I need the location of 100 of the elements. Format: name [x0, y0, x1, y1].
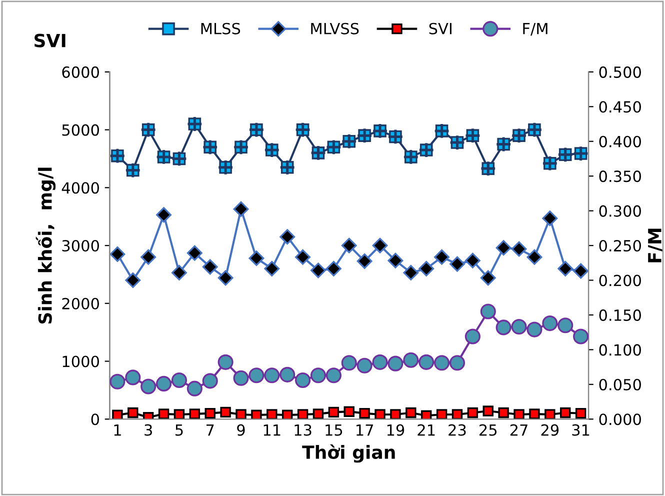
x-tick-label: 31 [572, 424, 590, 436]
point [498, 407, 509, 418]
x-tick-label: 23 [448, 424, 466, 436]
point [464, 328, 480, 344]
point [558, 260, 574, 276]
y2-tick-label: 0.400 [599, 136, 641, 148]
y2-tick-label: 0.350 [599, 170, 641, 182]
point [434, 355, 450, 371]
point [202, 259, 218, 275]
point [575, 408, 586, 419]
y-tick-label: 4000 [62, 182, 99, 194]
point [295, 372, 311, 388]
point [128, 407, 138, 418]
x-tick-label: 1 [114, 424, 121, 436]
point [266, 409, 278, 420]
point [326, 260, 342, 276]
point [125, 272, 141, 288]
y2-tick-label: 0.500 [599, 66, 641, 78]
point [233, 201, 249, 217]
point [344, 406, 354, 417]
point [480, 304, 496, 320]
y2-tick-label: 0.250 [599, 240, 641, 252]
point [248, 250, 264, 266]
point [156, 376, 172, 392]
y-tick-label: 2000 [62, 298, 99, 310]
point [110, 246, 126, 262]
point [356, 358, 372, 374]
point [171, 372, 188, 388]
point [218, 354, 234, 370]
x-tick-label: 5 [176, 424, 183, 436]
point [450, 256, 465, 272]
point [374, 409, 386, 420]
point [204, 408, 216, 419]
point [436, 409, 448, 420]
point [218, 270, 234, 286]
point [526, 249, 542, 265]
y2-tick-label: 0.450 [599, 101, 641, 113]
point [236, 409, 246, 420]
point [248, 368, 264, 384]
point [388, 252, 404, 268]
y2-axis-title: F/M [648, 228, 663, 262]
point [220, 406, 231, 418]
point [158, 408, 170, 420]
point [174, 409, 185, 420]
point [282, 410, 293, 420]
point [140, 378, 156, 394]
point [328, 406, 340, 418]
legend-label: MLSS [201, 22, 240, 34]
point [511, 241, 527, 257]
point [421, 410, 432, 420]
legend-label: SVI [429, 22, 452, 34]
point [341, 238, 357, 254]
point [189, 408, 200, 420]
point [511, 318, 527, 335]
y-axis-title: Sinh khối, mg/l [36, 168, 56, 324]
y-tick-label: 0 [91, 414, 99, 426]
x-tick-label: 25 [480, 424, 497, 436]
point [542, 316, 558, 332]
point [542, 210, 558, 226]
x-tick-label: 29 [541, 424, 559, 436]
x-tick-label: 15 [326, 424, 342, 436]
y2-tick-label: 0.000 [599, 414, 641, 426]
point [514, 409, 524, 420]
y-tick-label: 3000 [62, 240, 99, 252]
point [326, 368, 342, 384]
x-tick-label: 11 [264, 424, 280, 436]
point [418, 354, 434, 370]
y2-tick-label: 0.100 [599, 344, 641, 356]
point [434, 249, 450, 265]
point [312, 408, 324, 420]
point [264, 368, 280, 384]
point [295, 249, 310, 265]
x-tick-label: 7 [206, 424, 214, 436]
point [558, 318, 574, 334]
point [403, 352, 419, 368]
legend-label: MLVSS [311, 22, 359, 34]
point [418, 260, 434, 276]
point [573, 328, 589, 344]
point [233, 370, 249, 386]
point [529, 408, 540, 420]
point [112, 410, 123, 420]
point [388, 356, 404, 372]
point [372, 354, 388, 370]
x-tick-label: 21 [418, 424, 435, 436]
point [496, 240, 512, 256]
point [403, 265, 419, 280]
x-axis-title: Thời gian [302, 444, 395, 463]
point [449, 355, 466, 371]
point [251, 410, 262, 420]
point [264, 260, 280, 276]
point [356, 253, 372, 269]
y2-tick-label: 0.200 [599, 274, 641, 286]
point [280, 366, 296, 382]
x-tick-label: 9 [237, 424, 245, 436]
x-tick-label: 3 [144, 424, 152, 436]
y-tick-label: 5000 [62, 124, 99, 136]
point [297, 409, 308, 420]
legend-label: F/M [523, 23, 548, 36]
point [406, 407, 416, 418]
point [202, 373, 218, 389]
